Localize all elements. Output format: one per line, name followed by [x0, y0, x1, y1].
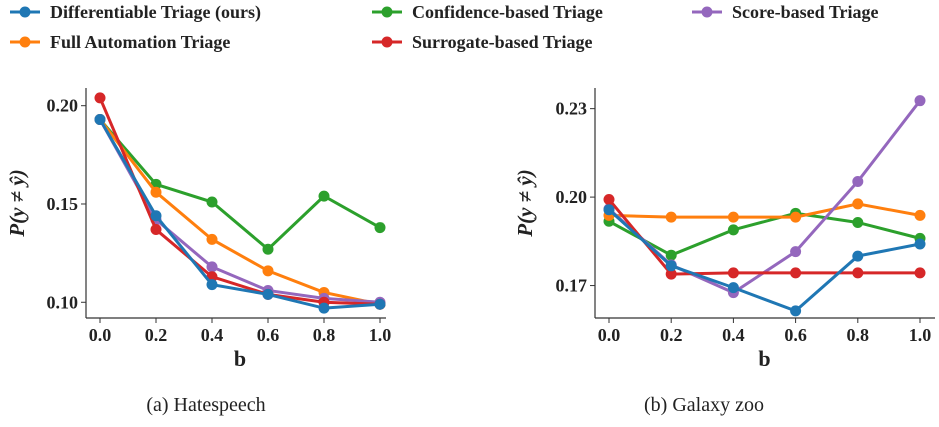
data-point — [727, 282, 739, 294]
data-point — [318, 302, 330, 314]
x-tick-label: 0.8 — [847, 325, 870, 345]
panel-hatespeech: 0.0 0.2 0.4 0.6 0.8 1.0 0.10 0.15 0.20 b P(y ≠ ŷ) (… — [5, 88, 391, 416]
y-tick-label: 0.15 — [47, 194, 79, 214]
panel-galaxy-zoo: 0.0 0.2 0.4 0.6 0.8 1.0 0.17 0.20 0.23 b P(y ≠ ŷ) (… — [513, 88, 935, 416]
series-surrogate-based-triage — [603, 193, 926, 280]
data-point — [914, 238, 926, 250]
data-point — [852, 216, 864, 228]
data-point — [206, 279, 218, 291]
legend-item: Differentiable Triage (ours) — [10, 2, 261, 23]
subfigure-caption: (b) Galaxy zoo — [644, 394, 764, 416]
series-score-based-triage — [94, 113, 386, 308]
data-point — [727, 211, 739, 223]
series-line — [98, 118, 381, 306]
legend-item: Surrogate-based Triage — [372, 32, 593, 52]
data-point — [94, 113, 106, 125]
data-point — [914, 267, 926, 279]
legend-label: Surrogate-based Triage — [412, 32, 593, 52]
data-point — [603, 193, 615, 205]
series-line — [607, 208, 921, 313]
x-tick-label: 1.0 — [369, 325, 392, 345]
y-axis-label: P(y ≠ ŷ) — [513, 169, 537, 237]
data-point — [727, 267, 739, 279]
data-point — [206, 233, 218, 245]
data-point — [318, 190, 330, 202]
y-axis-label: P(y ≠ ŷ) — [5, 169, 29, 237]
series-line — [608, 202, 921, 219]
x-tick-label: 0.0 — [89, 325, 112, 345]
data-point — [94, 92, 106, 104]
series-full-automation-triage — [94, 113, 386, 310]
legend-marker — [381, 36, 393, 48]
legend-item: Full Automation Triage — [10, 32, 230, 52]
x-tick-label: 0.8 — [313, 325, 336, 345]
y-tick-label: 0.23 — [556, 99, 588, 119]
x-axis-label: b — [758, 346, 770, 371]
data-point — [150, 224, 162, 236]
y-tick-label: 0.10 — [47, 292, 79, 312]
subfigure-caption: (a) Hatespeech — [146, 394, 265, 416]
data-point — [790, 211, 802, 223]
data-point — [262, 265, 274, 277]
data-point — [665, 249, 677, 261]
x-tick-label: 0.4 — [722, 325, 745, 345]
data-point — [914, 95, 926, 107]
data-point — [665, 211, 677, 223]
x-tick-label: 0.4 — [201, 325, 224, 345]
data-point — [852, 175, 864, 187]
data-point — [790, 267, 802, 279]
y-tick-label: 0.17 — [556, 276, 588, 296]
x-axis-label: b — [234, 346, 246, 371]
data-point — [262, 243, 274, 255]
data-point — [852, 198, 864, 210]
legend-label: Score-based Triage — [732, 2, 879, 22]
legend-label: Differentiable Triage (ours) — [50, 2, 261, 23]
x-tick-label: 0.6 — [257, 325, 280, 345]
series-line — [98, 97, 381, 306]
series-line — [608, 211, 921, 257]
x-tick-label: 0.2 — [660, 325, 683, 345]
y-tick-label: 0.20 — [47, 96, 79, 116]
x-tick-label: 0.6 — [784, 325, 807, 345]
data-point — [206, 261, 218, 273]
data-point — [206, 196, 218, 208]
data-point — [790, 246, 802, 258]
data-point — [665, 268, 677, 280]
series-line — [98, 118, 381, 310]
series-line — [607, 198, 920, 276]
series-differentiable-triage-ours — [603, 204, 926, 317]
data-point — [790, 305, 802, 317]
x-tick-label: 0.0 — [598, 325, 621, 345]
data-point — [374, 298, 386, 310]
legend-label: Full Automation Triage — [50, 32, 230, 52]
data-point — [852, 250, 864, 262]
legend-item: Score-based Triage — [692, 2, 879, 22]
legend-item: Confidence-based Triage — [372, 2, 603, 22]
series-line — [607, 99, 922, 295]
legend-label: Confidence-based Triage — [412, 2, 603, 22]
series-line — [98, 118, 381, 252]
series-full-automation-triage — [603, 198, 926, 223]
y-tick-label: 0.20 — [556, 187, 588, 207]
x-tick-label: 0.2 — [145, 325, 168, 345]
data-point — [262, 288, 274, 300]
data-point — [603, 204, 615, 216]
legend-marker — [701, 6, 713, 18]
legend-marker — [381, 6, 393, 18]
data-point — [665, 260, 677, 272]
x-tick-label: 1.0 — [909, 325, 932, 345]
data-point — [150, 210, 162, 222]
legend-marker — [19, 6, 31, 18]
data-point — [727, 224, 739, 236]
legend-marker — [19, 36, 31, 48]
series-differentiable-triage-ours — [94, 113, 386, 314]
data-point — [150, 186, 162, 198]
series-line — [98, 118, 381, 304]
data-point — [914, 209, 926, 221]
data-point — [852, 267, 864, 279]
series-score-based-triage — [603, 95, 926, 299]
data-point — [374, 222, 386, 234]
